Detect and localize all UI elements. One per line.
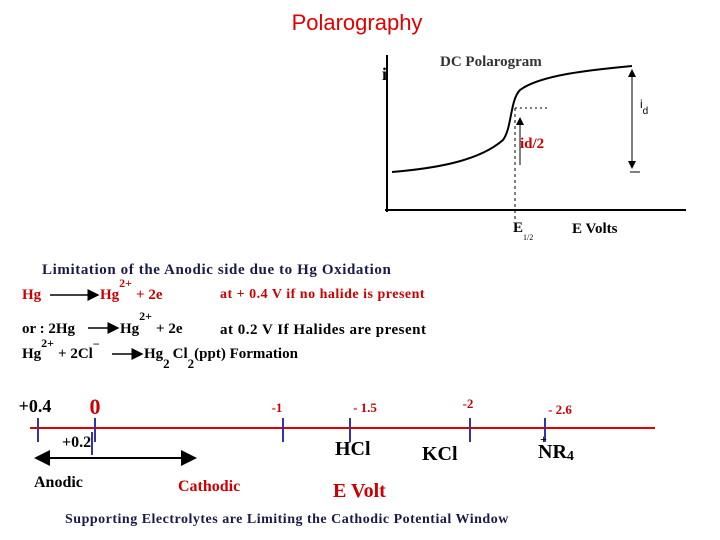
subscript: 2 bbox=[188, 356, 195, 371]
electrolyte: HCl bbox=[335, 438, 371, 460]
y-label: i bbox=[382, 64, 387, 84]
tick-label: +0.4 bbox=[19, 396, 52, 416]
tick-label: -2 bbox=[463, 396, 474, 411]
symbol: Cl bbox=[173, 346, 188, 362]
reactant: Hg2+ + 2Cl− bbox=[22, 336, 100, 362]
charge: 2+ bbox=[119, 276, 132, 290]
product: Hg2+ + 2e bbox=[100, 276, 163, 303]
charge: + bbox=[540, 432, 547, 446]
caption: Supporting Electrolytes are Limiting the… bbox=[65, 512, 509, 527]
charge: 2+ bbox=[139, 309, 152, 323]
wave-curve bbox=[391, 65, 633, 173]
note: (ppt) Formation bbox=[194, 346, 298, 362]
electrolyte: NR4 bbox=[538, 441, 574, 464]
symbol: Hg bbox=[144, 346, 164, 362]
label: E bbox=[513, 220, 523, 236]
halide: + 2Cl bbox=[58, 346, 93, 362]
symbol: Hg bbox=[120, 321, 140, 337]
tick-label: -1 bbox=[272, 400, 283, 415]
anodic-limit: Limitation of the Anodic side due to Hg … bbox=[22, 262, 426, 371]
electrons: + 2e bbox=[156, 321, 183, 337]
charge: 2+ bbox=[41, 336, 54, 350]
halide-charge: − bbox=[93, 337, 100, 351]
potential-scale: +0.4 0 -1 - 1.5 -2 - 2.6 +0.2 HCl KCl + NR4 A… bbox=[19, 394, 655, 527]
product: Hg2+ + 2e bbox=[120, 309, 183, 337]
limiting-current: id bbox=[640, 97, 648, 117]
polarogram: i DC Polarogram id id/2 E1/2 E Volts bbox=[382, 54, 686, 242]
prefix: or : 2Hg bbox=[22, 321, 76, 337]
heading: Limitation of the Anodic side due to Hg … bbox=[42, 262, 391, 278]
electrons: + 2e bbox=[136, 287, 163, 303]
subscript: d bbox=[643, 106, 649, 117]
x-label: E Volts bbox=[572, 221, 618, 237]
tick-label: 0 bbox=[90, 394, 101, 419]
tick-label: - 2.6 bbox=[548, 402, 572, 417]
subscript: 2 bbox=[163, 356, 170, 371]
anodic-label: Anodic bbox=[34, 474, 83, 491]
electrolyte: KCl bbox=[422, 443, 458, 465]
axis-label: E Volt bbox=[333, 480, 386, 502]
reactant: Hg bbox=[22, 287, 42, 303]
subscript: 1/2 bbox=[523, 233, 533, 242]
tick-label: - 1.5 bbox=[353, 400, 377, 415]
product: Hg2Cl2(ppt) Formation bbox=[144, 346, 299, 371]
half-wave: E1/2 bbox=[513, 220, 533, 242]
condition: at 0.2 V If Halides are present bbox=[220, 322, 426, 338]
symbol: Hg bbox=[100, 287, 120, 303]
condition: at + 0.4 V if no halide is present bbox=[220, 287, 425, 302]
cathodic-label: Cathodic bbox=[178, 478, 240, 495]
symbol: NR bbox=[538, 441, 567, 463]
label: i bbox=[640, 97, 643, 111]
half-current: id/2 bbox=[520, 136, 544, 152]
symbol: Hg bbox=[22, 346, 42, 362]
tick-group: +0.4 0 -1 - 1.5 -2 - 2.6 bbox=[19, 394, 572, 442]
polarogram-title: DC Polarogram bbox=[440, 54, 542, 70]
title: Polarography bbox=[292, 10, 423, 35]
subscript: 4 bbox=[567, 449, 574, 464]
midpoint-label: +0.2 bbox=[62, 434, 91, 451]
